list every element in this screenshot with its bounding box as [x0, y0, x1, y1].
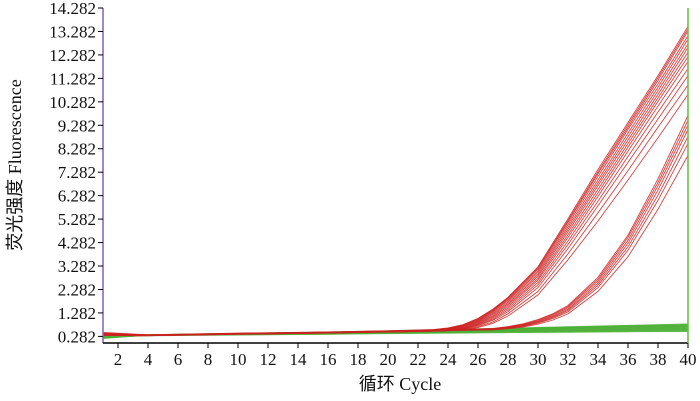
x-tick-label: 24 — [440, 350, 458, 369]
x-tick-label: 16 — [320, 350, 337, 369]
y-tick-label: 0.282 — [58, 327, 96, 346]
series-line-early-amplification — [102, 38, 689, 336]
x-tick-label: 22 — [410, 350, 427, 369]
x-tick-label: 6 — [174, 350, 183, 369]
x-tick-label: 18 — [350, 350, 367, 369]
x-tick-label: 40 — [680, 350, 697, 369]
y-tick-label: 13.282 — [49, 22, 96, 41]
series-line-early-amplification — [102, 75, 689, 337]
x-tick-label: 10 — [230, 350, 247, 369]
x-tick-label: 34 — [590, 350, 608, 369]
series-line-early-amplification — [102, 56, 689, 336]
series-line-early-amplification — [102, 84, 689, 337]
series-line-early-amplification — [102, 94, 689, 337]
y-tick-label: 11.282 — [50, 69, 96, 88]
series-line-late-amplification — [102, 115, 689, 336]
y-tick-label: 1.282 — [58, 304, 96, 323]
x-tick-label: 32 — [560, 350, 577, 369]
y-tick-label: 14.282 — [49, 0, 96, 18]
y-tick-label: 3.282 — [58, 257, 96, 276]
x-tick-label: 26 — [470, 350, 487, 369]
x-tick-label: 2 — [114, 350, 123, 369]
axes: 0.282 1.282 2.282 3.282 4.282 5.282 6.282 7.282… — [49, 0, 696, 369]
x-tick-label: 8 — [204, 350, 213, 369]
x-tick-label: 30 — [530, 350, 547, 369]
x-tick-label: 28 — [500, 350, 517, 369]
series-line-late-amplification — [102, 120, 689, 336]
y-tick-label: 12.282 — [49, 46, 96, 65]
series-line-late-amplification — [102, 124, 689, 336]
y-tick-label: 5.282 — [58, 210, 96, 229]
y-tick-label: 7.282 — [58, 163, 96, 182]
plot-area — [102, 26, 689, 339]
x-axis-title: 循环 Cycle — [359, 374, 442, 394]
x-tick-label: 4 — [144, 350, 153, 369]
x-tick-label: 36 — [620, 350, 637, 369]
y-tick-label: 2.282 — [58, 280, 96, 299]
y-tick-label: 8.282 — [58, 140, 96, 159]
x-tick-label: 20 — [380, 350, 397, 369]
y-tick-label: 9.282 — [58, 116, 96, 135]
series-line-early-amplification — [102, 47, 689, 336]
y-tick-label: 4.282 — [58, 234, 96, 253]
y-axis-title: 荧光强度 Fluorescence — [5, 79, 25, 250]
x-tick-label: 14 — [290, 350, 308, 369]
x-tick-label: 38 — [650, 350, 667, 369]
y-tick-label: 10.282 — [49, 93, 96, 112]
y-tick-label: 6.282 — [58, 187, 96, 206]
series-line-late-amplification — [102, 129, 689, 336]
x-tick-label: 12 — [260, 350, 277, 369]
